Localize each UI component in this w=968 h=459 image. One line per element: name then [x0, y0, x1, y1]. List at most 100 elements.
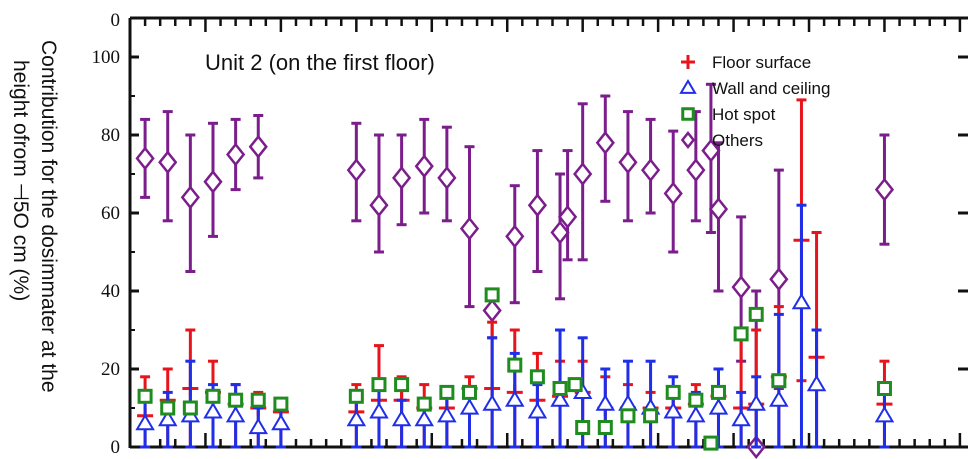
data-point [529, 369, 545, 385]
data-point [731, 275, 751, 300]
marks [135, 82, 895, 459]
data-point [394, 377, 410, 393]
data-point [557, 204, 578, 229]
data-point [225, 405, 246, 423]
data-point [437, 405, 457, 423]
data-point [135, 413, 155, 431]
data-point [618, 394, 638, 411]
data-point [439, 384, 455, 400]
data-point [552, 381, 568, 396]
legend-marker [681, 55, 695, 69]
data-point [135, 146, 155, 171]
data-point [459, 398, 480, 415]
data-point [710, 384, 726, 400]
data-point [507, 357, 523, 373]
data-point [250, 392, 266, 408]
data-point [618, 150, 638, 175]
data-point [137, 388, 153, 404]
data-point [731, 409, 751, 427]
data-point [597, 420, 613, 435]
data-point [643, 408, 659, 424]
data-point [505, 390, 525, 407]
data-point [686, 405, 706, 423]
data-point [459, 216, 480, 241]
series-diamond [135, 82, 895, 459]
data-point [746, 394, 766, 411]
data-point [874, 177, 895, 202]
data-point [391, 409, 412, 427]
data-point [273, 396, 289, 412]
data-point [348, 388, 364, 404]
data-point [414, 409, 434, 427]
data-point [703, 435, 719, 451]
data-point [688, 392, 704, 408]
y-tick-label: 80 [101, 125, 120, 146]
data-point [791, 292, 812, 310]
y-tick-label: 0 [111, 437, 121, 458]
data-point [160, 400, 176, 416]
data-point [806, 374, 827, 392]
data-point [482, 298, 502, 323]
data-point [665, 384, 681, 400]
data-point [180, 185, 200, 210]
data-point [640, 158, 661, 183]
legend-marker [681, 107, 695, 121]
data-point [686, 158, 706, 183]
data-point [203, 401, 223, 419]
data-point [182, 400, 198, 416]
data-point [369, 193, 389, 218]
legend-label: Others [712, 131, 763, 150]
data-point [701, 138, 721, 163]
y-tick-label: 100 [92, 47, 121, 68]
series-triangle [135, 203, 895, 449]
error-bar [796, 203, 807, 449]
series-square [137, 287, 892, 451]
data-point [437, 165, 457, 190]
data-point [226, 142, 246, 167]
data-point [708, 398, 729, 415]
data-point [708, 197, 729, 222]
error-bar [487, 336, 498, 449]
legend-label: Wall and ceiling [712, 79, 830, 98]
data-point [527, 193, 548, 218]
data-point [874, 405, 895, 423]
data-point [369, 401, 389, 419]
y-tick-label: 20 [101, 359, 120, 380]
data-point [271, 413, 291, 431]
y-tick-label: 40 [101, 281, 120, 302]
data-point [550, 390, 570, 407]
data-point [663, 181, 683, 206]
data-point [769, 390, 789, 407]
data-point [228, 392, 244, 408]
data-point [414, 154, 434, 179]
chart-title: Unit 2 (on the first floor) [205, 50, 435, 75]
data-point [248, 134, 268, 159]
y-tick-label: 60 [101, 203, 120, 224]
data-point [595, 130, 615, 155]
axes [128, 16, 968, 449]
data-point [595, 394, 616, 411]
data-point [876, 381, 892, 396]
error-bar [751, 375, 762, 449]
data-point [733, 326, 749, 342]
legend-marker [680, 130, 696, 150]
data-point [346, 158, 366, 183]
data-point [484, 287, 500, 303]
data-point [527, 401, 548, 419]
data-point [620, 408, 636, 424]
data-point [157, 409, 178, 427]
data-point [205, 388, 221, 404]
data-point [482, 394, 502, 411]
data-point [573, 161, 593, 187]
legend-marker [679, 79, 697, 94]
legend: Floor surface Wall and ceiling Hot spot Oth… [679, 53, 830, 150]
data-point [416, 396, 432, 412]
data-point [371, 377, 387, 393]
data-point [567, 377, 583, 393]
data-point [158, 150, 178, 175]
top-tick-label: 0 [111, 10, 121, 31]
data-point [203, 169, 223, 194]
data-point [346, 409, 367, 427]
data-point [748, 306, 764, 322]
